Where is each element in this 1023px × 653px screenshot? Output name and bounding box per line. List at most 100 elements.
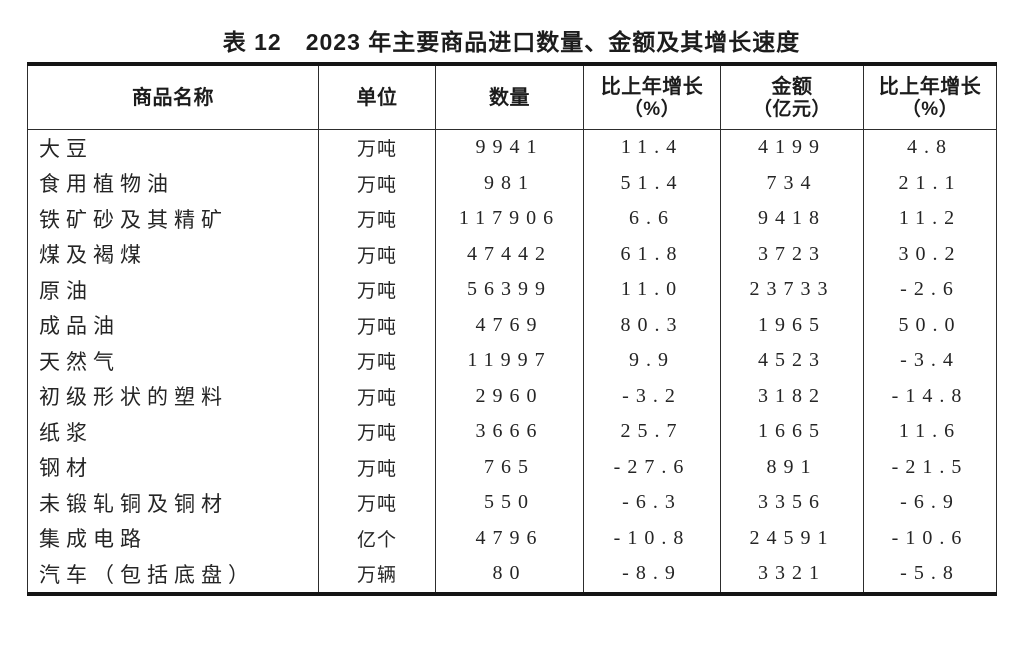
cell-unit: 万辆	[318, 556, 436, 594]
cell-quantity-growth: 11.4	[583, 129, 721, 166]
header-cell-amount-growth: 比上年增长 （%）	[863, 64, 997, 130]
cell-quantity: 47442	[435, 236, 584, 272]
cell-amount: 891	[720, 449, 864, 485]
cell-amount: 9418	[720, 201, 864, 237]
table-row: 铁矿砂及其精矿 万吨 117906 6.6 9418 11.2	[27, 201, 997, 237]
cell-amount-growth: 21.1	[863, 165, 997, 201]
cell-unit: 万吨	[318, 485, 436, 521]
cell-quantity: 80	[435, 556, 584, 594]
table-row: 初级形状的塑料 万吨 2960 -3.2 3182 -14.8	[27, 378, 997, 414]
cell-amount-growth: -14.8	[863, 378, 997, 414]
header-sub-label: （%）	[623, 98, 681, 120]
cell-quantity-growth: -3.2	[583, 378, 721, 414]
header-cell-quantity-growth: 比上年增长 （%）	[583, 64, 721, 130]
table-row: 纸浆 万吨 3666 25.7 1665 11.6	[27, 414, 997, 450]
table-title: 表 12 2023 年主要商品进口数量、金额及其增长速度	[222, 29, 801, 55]
table-row: 天然气 万吨 11997 9.9 4523 -3.4	[27, 343, 997, 379]
header-cell-unit: 单位	[318, 64, 436, 130]
cell-unit: 万吨	[318, 236, 436, 272]
cell-quantity-growth: -6.3	[583, 485, 721, 521]
cell-unit: 万吨	[318, 378, 436, 414]
cell-commodity: 初级形状的塑料	[27, 378, 319, 414]
cell-commodity: 纸浆	[27, 414, 319, 450]
table-row: 钢材 万吨 765 -27.6 891 -21.5	[27, 449, 997, 485]
cell-amount-growth: 4.8	[863, 129, 997, 166]
cell-quantity: 11997	[435, 343, 584, 379]
cell-quantity: 765	[435, 449, 584, 485]
cell-unit: 万吨	[318, 201, 436, 237]
cell-commodity: 天然气	[27, 343, 319, 379]
cell-unit: 万吨	[318, 449, 436, 485]
cell-amount: 3182	[720, 378, 864, 414]
cell-amount-growth: -6.9	[863, 485, 997, 521]
cell-amount: 3723	[720, 236, 864, 272]
cell-quantity: 4796	[435, 520, 584, 556]
cell-amount: 24591	[720, 520, 864, 556]
cell-quantity-growth: 80.3	[583, 307, 721, 343]
table-row: 大豆 万吨 9941 11.4 4199 4.8	[27, 129, 997, 166]
cell-unit: 万吨	[318, 307, 436, 343]
cell-amount: 3356	[720, 485, 864, 521]
cell-quantity-growth: -8.9	[583, 556, 721, 594]
cell-quantity-growth: 9.9	[583, 343, 721, 379]
cell-commodity: 成品油	[27, 307, 319, 343]
cell-quantity-growth: 51.4	[583, 165, 721, 201]
cell-unit: 万吨	[318, 272, 436, 308]
header-cell-quantity: 数量	[435, 64, 584, 130]
cell-unit: 万吨	[318, 343, 436, 379]
cell-amount-growth: 30.2	[863, 236, 997, 272]
cell-commodity: 煤及褐煤	[27, 236, 319, 272]
header-cell-commodity: 商品名称	[27, 64, 319, 130]
cell-amount: 1965	[720, 307, 864, 343]
cell-quantity: 56399	[435, 272, 584, 308]
cell-amount-growth: 11.6	[863, 414, 997, 450]
header-label: 比上年增长	[878, 75, 982, 98]
table-row: 煤及褐煤 万吨 47442 61.8 3723 30.2	[27, 236, 997, 272]
header-label: 数量	[489, 86, 530, 109]
cell-amount-growth: -5.8	[863, 556, 997, 594]
header-sub-label: （亿元）	[752, 98, 831, 120]
header-label: 商品名称	[132, 86, 214, 109]
cell-quantity: 117906	[435, 201, 584, 237]
cell-amount: 4199	[720, 129, 864, 166]
cell-commodity: 铁矿砂及其精矿	[27, 201, 319, 237]
table-body: 大豆 万吨 9941 11.4 4199 4.8 食用植物油 万吨 981 51.4 734 21.1…	[27, 129, 997, 594]
cell-commodity: 大豆	[27, 129, 319, 166]
header-label: 金额	[771, 75, 813, 98]
cell-commodity: 原油	[27, 272, 319, 308]
cell-quantity-growth: 61.8	[583, 236, 721, 272]
cell-amount: 1665	[720, 414, 864, 450]
cell-unit: 万吨	[318, 414, 436, 450]
cell-amount-growth: 50.0	[863, 307, 997, 343]
header-sub-label: （%）	[901, 98, 959, 120]
cell-amount-growth: -2.6	[863, 272, 997, 308]
cell-unit: 万吨	[318, 165, 436, 201]
cell-amount: 734	[720, 165, 864, 201]
table-row: 成品油 万吨 4769 80.3 1965 50.0	[27, 307, 997, 343]
cell-quantity-growth: -27.6	[583, 449, 721, 485]
cell-commodity: 集成电路	[27, 520, 319, 556]
table-header-row: 商品名称 单位 数量 比上年增长 （%） 金额 （亿元） 比上年增长 （%）	[27, 64, 997, 130]
table-row: 食用植物油 万吨 981 51.4 734 21.1	[27, 165, 997, 201]
cell-quantity: 3666	[435, 414, 584, 450]
cell-quantity: 9941	[435, 129, 584, 166]
cell-amount-growth: -10.6	[863, 520, 997, 556]
cell-quantity-growth: 11.0	[583, 272, 721, 308]
table-row: 汽车（包括底盘） 万辆 80 -8.9 3321 -5.8	[27, 556, 997, 594]
cell-amount-growth: 11.2	[863, 201, 997, 237]
cell-unit: 万吨	[318, 129, 436, 166]
cell-amount-growth: -3.4	[863, 343, 997, 379]
cell-commodity: 钢材	[27, 449, 319, 485]
table-row: 原油 万吨 56399 11.0 23733 -2.6	[27, 272, 997, 308]
header-label: 比上年增长	[600, 75, 704, 98]
table-header: 商品名称 单位 数量 比上年增长 （%） 金额 （亿元） 比上年增长 （%）	[27, 64, 997, 130]
table-row: 未锻轧铜及铜材 万吨 550 -6.3 3356 -6.9	[27, 485, 997, 521]
cell-amount: 23733	[720, 272, 864, 308]
cell-quantity: 4769	[435, 307, 584, 343]
cell-quantity: 981	[435, 165, 584, 201]
header-cell-amount: 金额 （亿元）	[720, 64, 864, 130]
table-row: 集成电路 亿个 4796 -10.8 24591 -10.6	[27, 520, 997, 556]
cell-commodity: 未锻轧铜及铜材	[27, 485, 319, 521]
cell-amount: 4523	[720, 343, 864, 379]
